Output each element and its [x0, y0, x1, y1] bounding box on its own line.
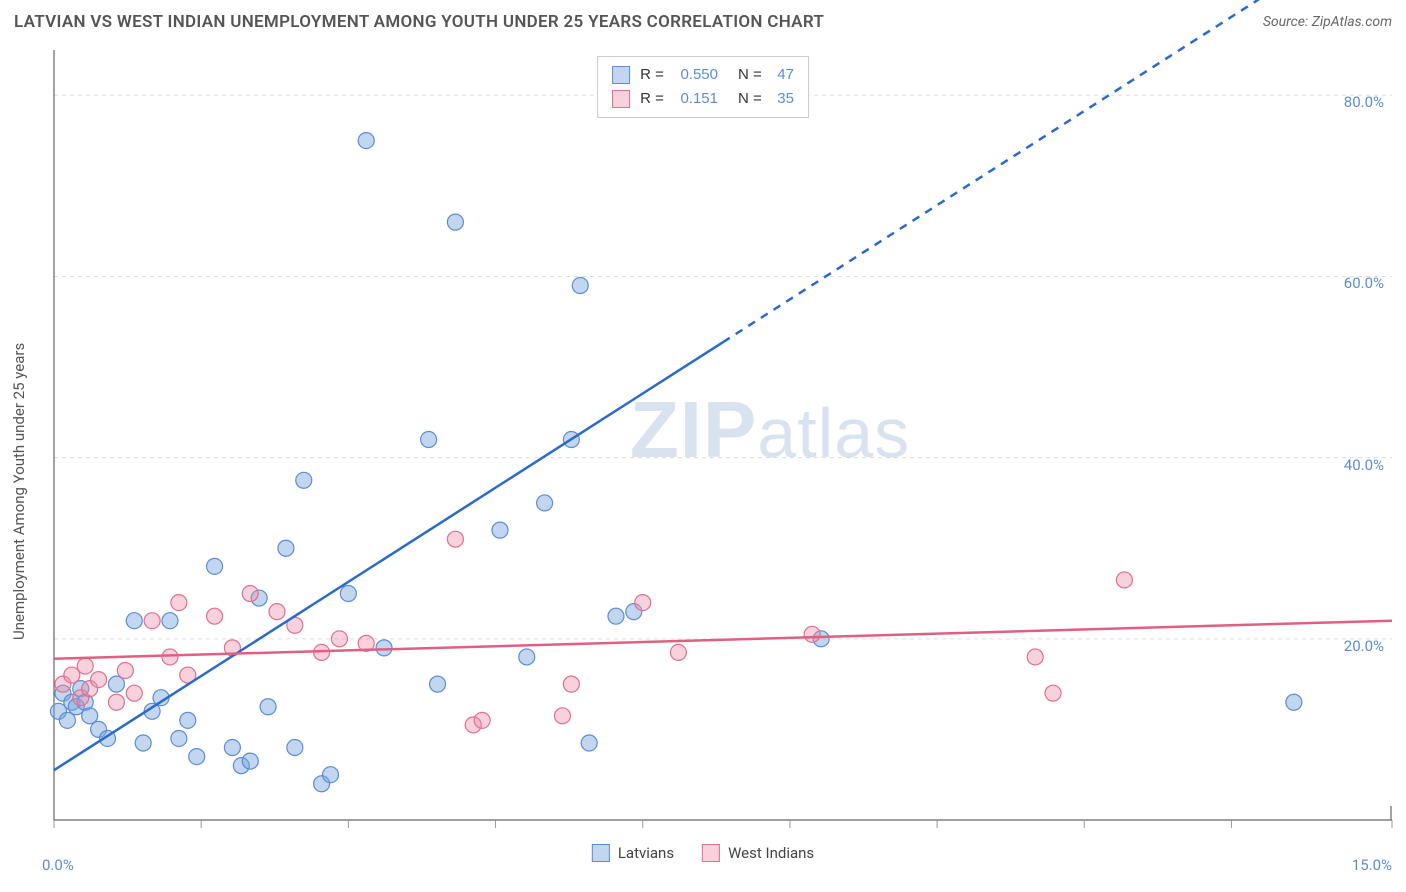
y-axis-title: Unemployment Among Youth under 25 years — [10, 343, 28, 640]
correlation-legend: R = 0.550 N = 47 R = 0.151 N = 35 — [597, 56, 809, 118]
title-bar: LATVIAN VS WEST INDIAN UNEMPLOYMENT AMON… — [14, 12, 1392, 32]
source-label: Source: ZipAtlas.com — [1263, 14, 1392, 30]
legend-swatch-westindians — [612, 90, 630, 108]
x-axis-min-label: 0.0% — [42, 856, 74, 874]
legend-swatch-latvians-bottom — [592, 844, 610, 862]
series-legend-label-latvians: Latvians — [618, 844, 674, 862]
series-legend: Latvians West Indians — [592, 844, 814, 862]
legend-swatch-latvians — [612, 66, 630, 84]
correlation-legend-row-latvians: R = 0.550 N = 47 — [612, 63, 794, 87]
r-stat-westindians: R = 0.151 — [640, 87, 718, 111]
legend-swatch-westindians-bottom — [702, 844, 720, 862]
x-axis-max-label: 15.0% — [1352, 856, 1392, 874]
plot-area — [54, 50, 1392, 820]
y-grid-label-80: 80.0% — [1344, 93, 1384, 111]
series-legend-westindians: West Indians — [702, 844, 814, 862]
series-legend-label-westindians: West Indians — [728, 844, 814, 862]
chart-title: LATVIAN VS WEST INDIAN UNEMPLOYMENT AMON… — [14, 12, 824, 32]
n-stat-latvians: N = 47 — [738, 63, 794, 87]
chart-container: LATVIAN VS WEST INDIAN UNEMPLOYMENT AMON… — [0, 0, 1406, 892]
n-stat-westindians: N = 35 — [738, 87, 794, 111]
y-grid-label-60: 60.0% — [1344, 274, 1384, 292]
series-legend-latvians: Latvians — [592, 844, 674, 862]
correlation-legend-row-westindians: R = 0.151 N = 35 — [612, 87, 794, 111]
y-grid-label-40: 40.0% — [1344, 456, 1384, 474]
y-grid-label-20: 20.0% — [1344, 637, 1384, 655]
r-stat-latvians: R = 0.550 — [640, 63, 718, 87]
scatter-svg — [54, 50, 1392, 820]
